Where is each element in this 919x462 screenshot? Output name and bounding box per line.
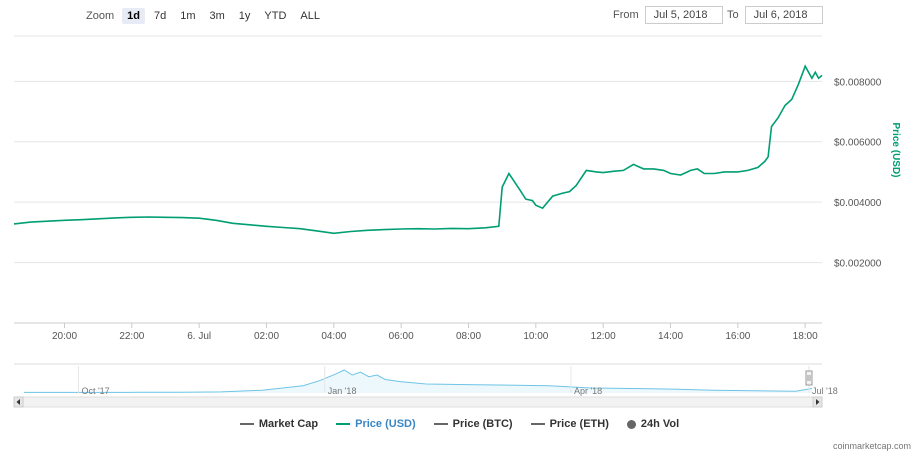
y-axis: $0.002000 $0.004000 $0.006000 $0.008000 [14,77,882,324]
x-tick-label: 10:00 [523,331,548,342]
x-tick-label: 14:00 [658,331,683,342]
zoom-ytd-button[interactable]: YTD [264,10,287,22]
zoom-bar: Zoom 1d 7d 1m 3m 1y YTD ALL [86,7,329,25]
zoom-label: Zoom [86,10,115,22]
x-tick-label: 12:00 [591,331,616,342]
navigator-labels: Oct '17 Jan '18 Apr '18 Jul '18 [77,366,838,396]
from-range: From Jul 5, 2018 [613,6,723,24]
y-tick-label: $0.006000 [834,138,882,149]
navigator-handle[interactable] [805,370,813,386]
legend-label: 24h Vol [640,418,680,430]
x-tick-label: 22:00 [119,331,144,342]
x-tick-label: 18:00 [793,331,818,342]
y-tick-label: $0.004000 [834,198,882,209]
to-date-input[interactable]: Jul 6, 2018 [744,6,823,24]
x-tick-label: 04:00 [321,331,346,342]
price-chart[interactable]: $0.002000 $0.004000 $0.006000 $0.008000 20:… [0,0,919,418]
zoom-3m-button[interactable]: 3m [209,10,225,22]
from-date-input[interactable]: Jul 5, 2018 [644,6,723,24]
x-tick-label: 08:00 [456,331,481,342]
x-tick-label: 02:00 [254,331,279,342]
zoom-all-button[interactable]: ALL [300,10,320,22]
y-tick-label: $0.008000 [834,77,882,88]
legend-swatch [626,419,636,429]
x-axis: 20:00 22:00 6. Jul 02:00 04:00 06:00 08:00 10:0… [52,323,818,342]
x-tick-label: 16:00 [725,331,750,342]
to-range: To Jul 6, 2018 [727,6,823,24]
scrollbar-track[interactable] [13,396,823,408]
navigator-label: Jul '18 [812,386,838,396]
legend: Market Cap Price (USD) Price (BTC) Price… [0,418,919,430]
zoom-7d-button[interactable]: 7d [153,10,167,22]
legend-swatch [433,423,448,425]
legend-label: Market Cap [258,418,319,430]
from-label: From [613,9,639,21]
to-label: To [727,9,739,21]
navigator-label: Jan '18 [328,386,357,396]
zoom-1m-button[interactable]: 1m [180,10,196,22]
scrollbar[interactable] [13,396,823,408]
legend-swatch [239,423,254,425]
legend-label: Price (ETH) [549,418,609,430]
x-tick-label: 06:00 [389,331,414,342]
zoom-1d-button[interactable]: 1d [122,8,145,24]
legend-label: Price (USD) [355,418,416,430]
legend-swatch [336,423,351,425]
legend-item-price-usd[interactable]: Price (USD) [336,418,416,430]
navigator-line [24,369,813,393]
credits[interactable]: coinmarketcap.com [832,441,911,451]
arrow-left-icon [16,399,20,405]
navigator-label: Apr '18 [574,386,602,396]
navigator[interactable]: Oct '17 Jan '18 Apr '18 Jul '18 [14,363,838,396]
legend-item-24h-vol[interactable]: 24h Vol [626,418,680,430]
arrow-right-icon [816,399,820,405]
legend-item-price-eth[interactable]: Price (ETH) [530,418,609,430]
legend-item-price-btc[interactable]: Price (BTC) [433,418,513,430]
zoom-1y-button[interactable]: 1y [238,10,251,22]
navigator-label: Oct '17 [81,386,109,396]
legend-swatch [530,423,545,425]
legend-label: Price (BTC) [452,418,513,430]
x-tick-label: 20:00 [52,331,77,342]
y-axis-title: Price (USD) [890,122,901,177]
grid [14,35,822,264]
price-usd-line[interactable] [13,64,823,235]
legend-item-market-cap[interactable]: Market Cap [239,418,319,430]
x-tick-label: 6. Jul [187,331,211,342]
y-tick-label: $0.002000 [834,259,882,270]
